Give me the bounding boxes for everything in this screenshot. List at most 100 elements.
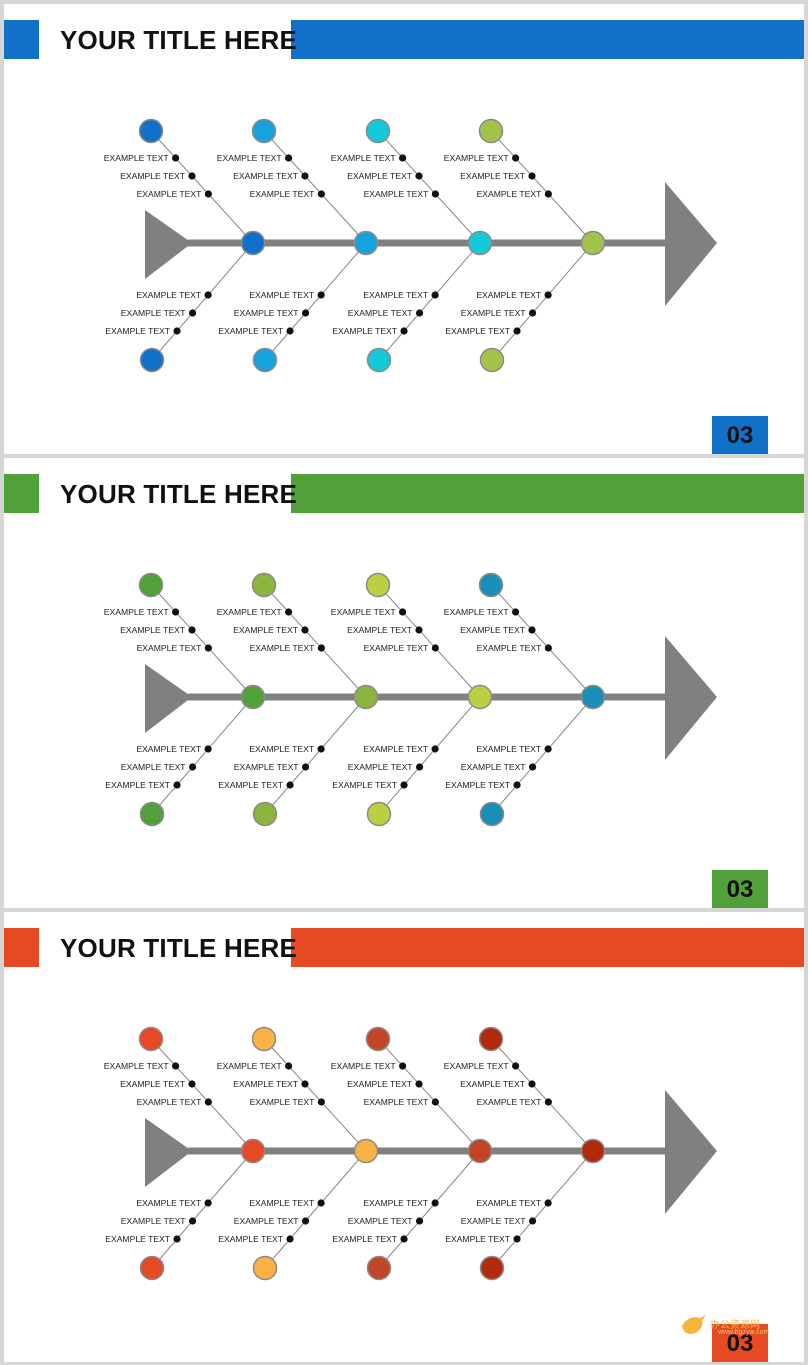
lower-rib — [151, 242, 254, 361]
example-text-label: EXAMPLE TEXT — [105, 1234, 171, 1244]
example-text-label: EXAMPLE TEXT — [461, 308, 527, 318]
top-node-circle — [138, 572, 164, 598]
label-dot — [415, 309, 424, 317]
upper-rib — [377, 1038, 481, 1152]
lower-rib — [491, 1150, 594, 1269]
lower-rib — [491, 696, 594, 815]
example-text-label: EXAMPLE TEXT — [218, 326, 284, 336]
example-text-label: EXAMPLE TEXT — [234, 1216, 300, 1226]
label-dot — [400, 1235, 408, 1243]
example-text-label: EXAMPLE TEXT — [460, 171, 526, 181]
example-text-label: EXAMPLE TEXT — [444, 1061, 510, 1071]
example-text-label: EXAMPLE TEXT — [364, 643, 430, 653]
example-text-label: EXAMPLE TEXT — [120, 1079, 186, 1089]
example-text-label: EXAMPLE TEXT — [331, 1061, 397, 1071]
bottom-node-circle — [252, 1255, 278, 1281]
label-dot — [284, 1062, 293, 1070]
bottom-node-circle — [366, 1255, 392, 1281]
title-bar-right — [291, 928, 804, 967]
label-dot — [284, 154, 293, 162]
page-number-badge: 03 — [712, 870, 768, 908]
fishbone-diagram: EXAMPLE TEXT EXAMPLE TEXT EXAMPLE TEXT EXAM… — [104, 118, 717, 373]
slide-3: YOUR TITLE HERE 03 EXAMPLE TEXT EXAMPLE TEX… — [4, 912, 804, 1362]
lower-rib — [264, 696, 367, 815]
example-text-label: EXAMPLE TEXT — [364, 189, 430, 199]
top-node-circle — [251, 1026, 277, 1052]
example-text-label: EXAMPLE TEXT — [363, 744, 429, 754]
slide-2: YOUR TITLE HERE 03 EXAMPLE TEXT EXAMPLE TEX… — [4, 458, 804, 908]
watermark-text: 办公资源网 — [710, 1320, 760, 1331]
bottom-node-circle — [252, 801, 278, 827]
spine-node-circle — [240, 1138, 266, 1164]
label-dot — [188, 1217, 197, 1225]
label-dot — [431, 291, 439, 299]
label-dot — [415, 172, 423, 180]
label-dot — [204, 1199, 212, 1207]
label-dot — [528, 1080, 536, 1088]
example-text-label: EXAMPLE TEXT — [250, 1097, 316, 1107]
example-text-label: EXAMPLE TEXT — [445, 780, 511, 790]
bottom-node-circle — [479, 1255, 505, 1281]
title-bar-right — [291, 20, 804, 59]
lower-rib — [264, 242, 367, 361]
example-text-label: EXAMPLE TEXT — [461, 762, 527, 772]
example-text-label: EXAMPLE TEXT — [121, 308, 187, 318]
example-text-label: EXAMPLE TEXT — [104, 153, 170, 163]
label-dot — [398, 154, 407, 162]
label-dot — [317, 1098, 325, 1106]
lower-rib — [378, 696, 481, 815]
slide-title: YOUR TITLE HERE — [60, 933, 298, 963]
label-dot — [528, 172, 536, 180]
top-node-circle — [478, 572, 504, 598]
top-node-circle — [365, 572, 391, 598]
slide-title: YOUR TITLE HERE — [60, 479, 298, 509]
lower-rib — [378, 242, 481, 361]
example-text-label: EXAMPLE TEXT — [348, 762, 414, 772]
bottom-node-circle — [479, 347, 505, 373]
bottom-node-circle — [366, 801, 392, 827]
fish-head-arrow — [665, 182, 717, 306]
spine-node-circle — [467, 1138, 493, 1164]
label-dot — [286, 1235, 294, 1243]
spine-node-circle — [467, 684, 493, 710]
example-text-label: EXAMPLE TEXT — [137, 189, 203, 199]
example-text-label: EXAMPLE TEXT — [348, 1216, 414, 1226]
watermark-url: www.bgzyw.com — [718, 1329, 770, 1336]
example-text-label: EXAMPLE TEXT — [461, 1216, 527, 1226]
example-text-label: EXAMPLE TEXT — [444, 607, 510, 617]
label-dot — [286, 781, 294, 789]
spine-node-circle — [240, 684, 266, 710]
watermark: 办公资源网 www.bgzyw.com — [680, 1312, 790, 1342]
label-dot — [317, 644, 325, 652]
example-text-label: EXAMPLE TEXT — [364, 1097, 430, 1107]
example-text-label: EXAMPLE TEXT — [476, 290, 542, 300]
spine-node-circle — [467, 230, 493, 256]
example-text-label: EXAMPLE TEXT — [249, 1198, 315, 1208]
example-text-label: EXAMPLE TEXT — [233, 625, 299, 635]
spine-node-circle — [580, 230, 606, 256]
example-text-label: EXAMPLE TEXT — [460, 625, 526, 635]
label-dot — [528, 1217, 537, 1225]
example-text-label: EXAMPLE TEXT — [347, 625, 413, 635]
example-text-label: EXAMPLE TEXT — [332, 326, 398, 336]
label-dot — [204, 745, 212, 753]
fishbone-diagram: EXAMPLE TEXT EXAMPLE TEXT EXAMPLE TEXT EXAM… — [104, 1026, 717, 1281]
lower-rib — [491, 242, 594, 361]
top-node-circle — [138, 118, 164, 144]
label-dot — [188, 172, 196, 180]
label-dot — [431, 1098, 439, 1106]
example-text-label: EXAMPLE TEXT — [120, 625, 186, 635]
label-dot — [544, 190, 552, 198]
label-dot — [301, 1080, 309, 1088]
upper-rib — [150, 1038, 254, 1152]
example-text-label: EXAMPLE TEXT — [217, 607, 283, 617]
example-text-label: EXAMPLE TEXT — [105, 780, 171, 790]
page-number-badge: 03 — [712, 1324, 768, 1362]
example-text-label: EXAMPLE TEXT — [347, 1079, 413, 1089]
example-text-label: EXAMPLE TEXT — [363, 290, 429, 300]
label-dot — [171, 608, 180, 616]
lower-rib — [151, 1150, 254, 1269]
top-node-circle — [365, 118, 391, 144]
example-text-label: EXAMPLE TEXT — [136, 290, 202, 300]
label-dot — [301, 172, 309, 180]
